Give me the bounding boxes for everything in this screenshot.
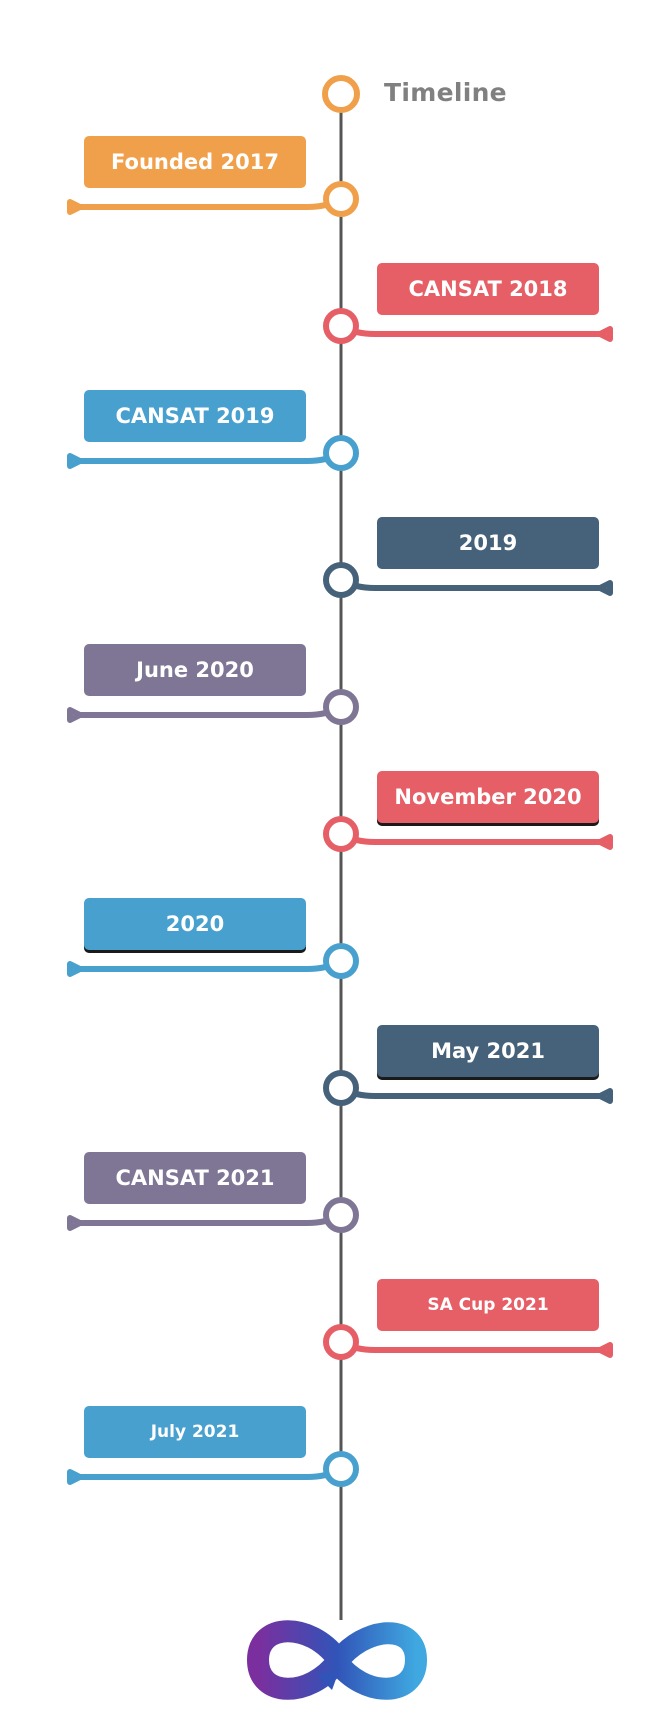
- event-connector: [67, 1212, 343, 1231]
- event-connector: [67, 196, 343, 215]
- event-label-box: SA Cup 2021: [377, 1279, 599, 1331]
- event-node: [323, 562, 359, 598]
- event-node: [323, 308, 359, 344]
- event-node: [323, 1197, 359, 1233]
- event-connector: [339, 1085, 613, 1104]
- event-node: [323, 689, 359, 725]
- event-label-box: July 2021: [84, 1406, 306, 1458]
- event-connector: [339, 1339, 613, 1358]
- event-label-box: May 2021: [377, 1025, 599, 1077]
- event-connector: [339, 323, 613, 342]
- event-connector: [67, 450, 343, 469]
- event-connector: [339, 577, 613, 596]
- event-label-box: 2019: [377, 517, 599, 569]
- event-label-box: CANSAT 2019: [84, 390, 306, 442]
- event-node: [323, 435, 359, 471]
- event-connector: [339, 831, 613, 850]
- event-label-box: Founded 2017: [84, 136, 306, 188]
- event-label-box: 2020: [84, 898, 306, 950]
- event-connector: [67, 1466, 343, 1485]
- timeline-title-node: [322, 75, 360, 113]
- timeline-title: Timeline: [384, 78, 507, 107]
- event-node: [323, 816, 359, 852]
- event-label-box: June 2020: [84, 644, 306, 696]
- event-connector: [67, 704, 343, 723]
- event-node: [323, 943, 359, 979]
- event-connector: [67, 958, 343, 977]
- event-node: [323, 1070, 359, 1106]
- event-label-box: CANSAT 2021: [84, 1152, 306, 1204]
- event-label-box: CANSAT 2018: [377, 263, 599, 315]
- event-label-box: November 2020: [377, 771, 599, 823]
- infinity-logo-icon: [246, 1620, 428, 1700]
- event-node: [323, 1451, 359, 1487]
- event-node: [323, 181, 359, 217]
- event-node: [323, 1324, 359, 1360]
